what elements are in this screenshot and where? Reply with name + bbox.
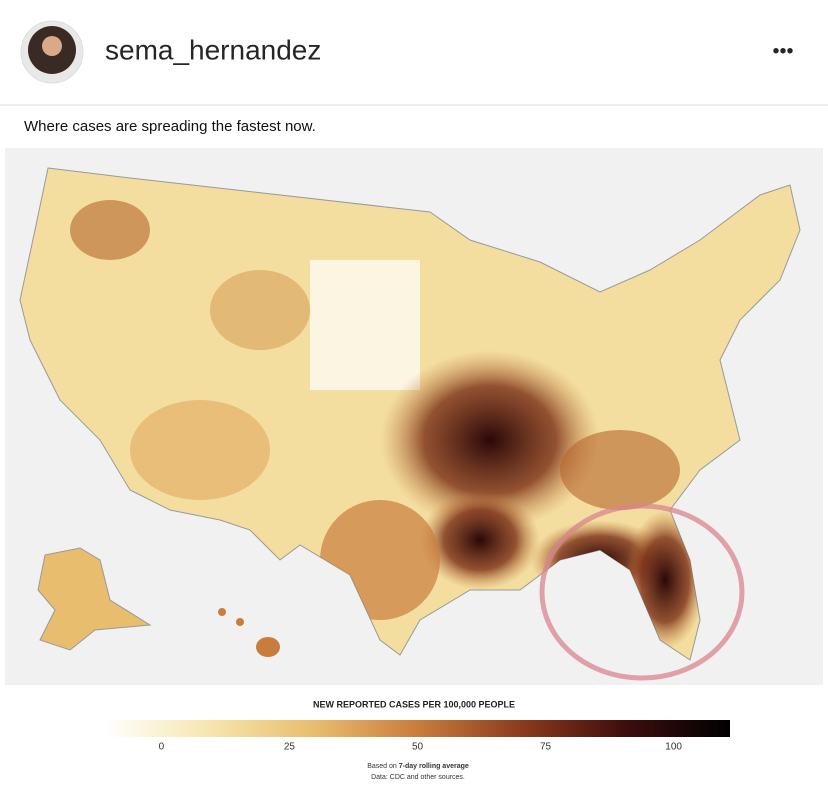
hawaii [218, 608, 280, 657]
legend-tick-label: 100 [665, 742, 682, 753]
legend-source: Data: CDC and other sources. [371, 774, 465, 781]
legend-tick-label: 0 [159, 742, 165, 753]
legend-tick-label: 25 [284, 742, 296, 753]
menu-button[interactable]: ••• [772, 40, 793, 62]
note-bold: 7-day rolling average [399, 763, 469, 770]
highlight-circle [539, 503, 745, 681]
legend-colorbar [105, 720, 730, 737]
note-prefix: Based on [367, 763, 397, 770]
legend-note: Based on 7-day rolling average [367, 763, 469, 770]
legend-tick-label: 75 [540, 742, 552, 753]
legend-title: NEW REPORTED CASES PER 100,000 PEOPLE [313, 699, 515, 709]
legend-tick-label: 50 [412, 742, 424, 753]
map-title: Where cases are spreading the fastest no… [24, 118, 316, 135]
alaska [37, 547, 152, 651]
avatar-face [42, 36, 62, 56]
username[interactable]: sema_hernandez [105, 34, 321, 65]
